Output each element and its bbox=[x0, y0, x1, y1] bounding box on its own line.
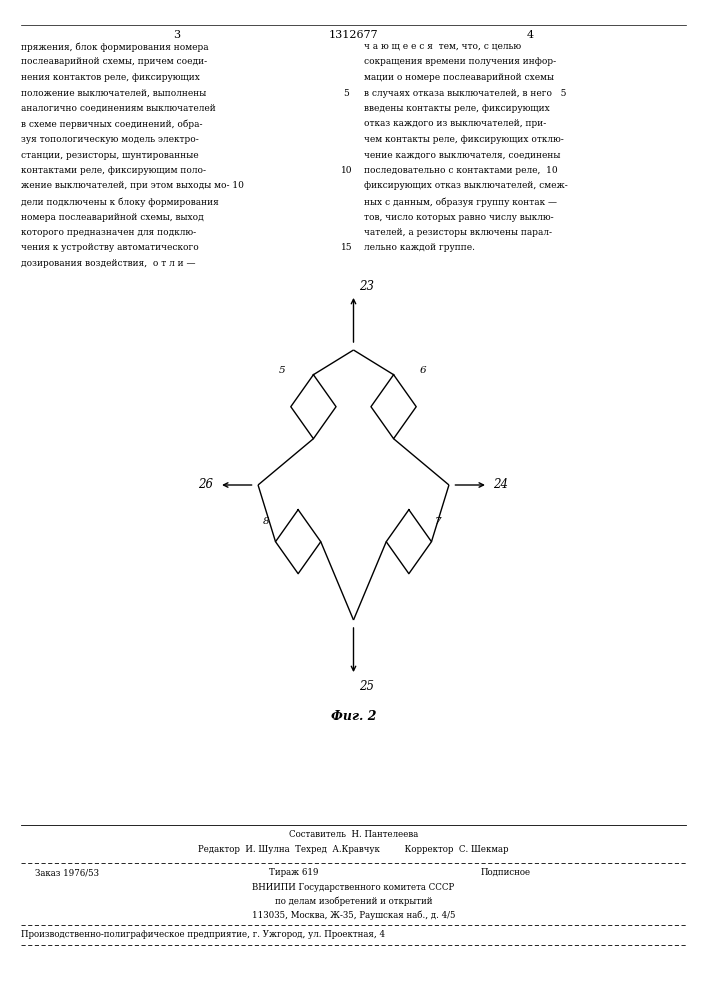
Text: 113035, Москва, Ж-35, Раушская наб., д. 4/5: 113035, Москва, Ж-35, Раушская наб., д. … bbox=[252, 911, 455, 920]
Text: чения к устройству автоматического: чения к устройству автоматического bbox=[21, 243, 199, 252]
Text: мации о номере послеаварийной схемы: мации о номере послеаварийной схемы bbox=[364, 73, 554, 82]
Text: 6: 6 bbox=[420, 366, 426, 375]
Text: зуя топологическую модель электро-: зуя топологическую модель электро- bbox=[21, 135, 199, 144]
Text: 3: 3 bbox=[173, 30, 180, 40]
Text: 7: 7 bbox=[435, 517, 442, 526]
Text: Фиг. 2: Фиг. 2 bbox=[331, 710, 376, 723]
Text: пряжения, блок формирования номера: пряжения, блок формирования номера bbox=[21, 42, 209, 51]
Text: фиксирующих отказ выключателей, смеж-: фиксирующих отказ выключателей, смеж- bbox=[364, 182, 568, 190]
Text: 26: 26 bbox=[199, 479, 214, 491]
Text: чение каждого выключателя, соединены: чение каждого выключателя, соединены bbox=[364, 151, 561, 160]
Text: 24: 24 bbox=[493, 479, 508, 491]
Text: лельно каждой группе.: лельно каждой группе. bbox=[364, 243, 475, 252]
Text: контактами реле, фиксирующим поло-: контактами реле, фиксирующим поло- bbox=[21, 166, 206, 175]
Text: станции, резисторы, шунтированные: станции, резисторы, шунтированные bbox=[21, 151, 199, 160]
Text: 5: 5 bbox=[344, 89, 349, 98]
Text: последовательно с контактами реле,  10: последовательно с контактами реле, 10 bbox=[364, 166, 558, 175]
Text: введены контакты реле, фиксирующих: введены контакты реле, фиксирующих bbox=[364, 104, 550, 113]
Text: 25: 25 bbox=[359, 680, 374, 693]
Text: отказ каждого из выключателей, при-: отказ каждого из выключателей, при- bbox=[364, 119, 547, 128]
Text: в случаях отказа выключателей, в него   5: в случаях отказа выключателей, в него 5 bbox=[364, 89, 566, 98]
Text: 23: 23 bbox=[359, 280, 374, 293]
Text: чателей, а резисторы включены парал-: чателей, а резисторы включены парал- bbox=[364, 228, 552, 237]
Text: Составитель  Н. Пантелеева: Составитель Н. Пантелеева bbox=[289, 830, 418, 839]
Text: Производственно-полиграфическое предприятие, г. Ужгород, ул. Проектная, 4: Производственно-полиграфическое предприя… bbox=[21, 930, 385, 939]
Text: номера послеаварийной схемы, выход: номера послеаварийной схемы, выход bbox=[21, 213, 204, 222]
Text: 10: 10 bbox=[341, 166, 352, 175]
Text: 15: 15 bbox=[341, 243, 352, 252]
Text: 8: 8 bbox=[263, 517, 270, 526]
Text: тов, число которых равно числу выклю-: тов, число которых равно числу выклю- bbox=[364, 213, 554, 222]
Text: положение выключателей, выполнены: положение выключателей, выполнены bbox=[21, 89, 206, 98]
Text: аналогично соединениям выключателей: аналогично соединениям выключателей bbox=[21, 104, 216, 113]
Text: Тираж 619: Тираж 619 bbox=[269, 868, 318, 877]
Text: послеаварийной схемы, причем соеди-: послеаварийной схемы, причем соеди- bbox=[21, 57, 207, 66]
Text: Редактор  И. Шулна  Техред  А.Кравчук         Корректор  С. Шекмар: Редактор И. Шулна Техред А.Кравчук Корре… bbox=[198, 845, 509, 854]
Text: которого предназначен для подклю-: которого предназначен для подклю- bbox=[21, 228, 197, 237]
Text: нения контактов реле, фиксирующих: нения контактов реле, фиксирующих bbox=[21, 73, 200, 82]
Text: ч а ю щ е е с я  тем, что, с целью: ч а ю щ е е с я тем, что, с целью bbox=[364, 42, 521, 51]
Text: в схеме первичных соединений, обра-: в схеме первичных соединений, обра- bbox=[21, 119, 203, 129]
Text: 1312677: 1312677 bbox=[329, 30, 378, 40]
Text: Подписное: Подписное bbox=[481, 868, 531, 877]
Text: сокращения времени получения инфор-: сокращения времени получения инфор- bbox=[364, 57, 556, 66]
Text: ВНИИПИ Государственного комитета СССР: ВНИИПИ Государственного комитета СССР bbox=[252, 883, 455, 892]
Text: 4: 4 bbox=[527, 30, 534, 40]
Text: дели подключены к блоку формирования: дели подключены к блоку формирования bbox=[21, 197, 219, 207]
Text: по делам изобретений и открытий: по делам изобретений и открытий bbox=[275, 897, 432, 906]
Text: Заказ 1976/53: Заказ 1976/53 bbox=[35, 868, 100, 877]
Text: дозирования воздействия,  о т л и —: дозирования воздействия, о т л и — bbox=[21, 259, 196, 268]
Text: ных с данным, образуя группу контак —: ных с данным, образуя группу контак — bbox=[364, 197, 557, 207]
Text: чем контакты реле, фиксирующих отклю-: чем контакты реле, фиксирующих отклю- bbox=[364, 135, 564, 144]
Text: жение выключателей, при этом выходы мо- 10: жение выключателей, при этом выходы мо- … bbox=[21, 182, 244, 190]
Text: 5: 5 bbox=[279, 366, 285, 375]
